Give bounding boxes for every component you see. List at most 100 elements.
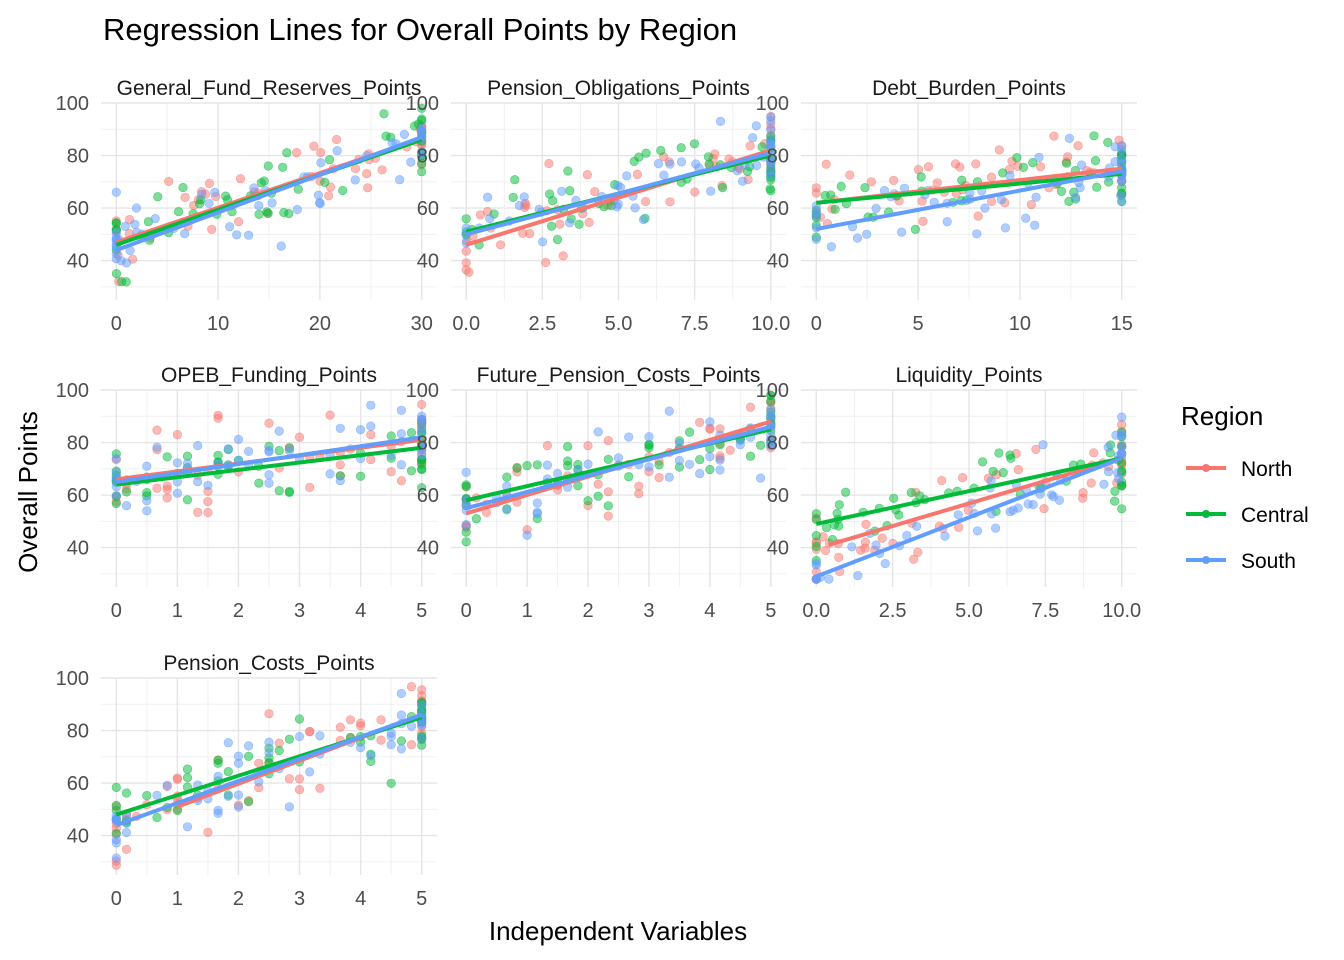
data-point-north — [654, 473, 664, 483]
data-point-north — [264, 709, 274, 719]
x-tick-label: 4 — [355, 888, 366, 910]
data-point-south — [715, 455, 725, 465]
data-point-central — [988, 466, 998, 476]
data-point-south — [396, 688, 407, 699]
data-point-central — [396, 736, 407, 746]
data-point-south — [1103, 442, 1113, 452]
data-point-south — [264, 737, 274, 747]
data-point-south — [972, 526, 983, 536]
gridlines — [451, 389, 786, 587]
data-point-central — [178, 182, 188, 193]
data-point-south — [152, 442, 162, 452]
data-point-north — [955, 162, 965, 172]
data-point-south — [210, 187, 220, 197]
data-point-north — [923, 162, 934, 172]
x-tick-label: 7.5 — [681, 313, 709, 335]
data-point-south — [1103, 467, 1114, 477]
data-point-south — [664, 472, 674, 482]
data-point-central — [757, 142, 767, 152]
data-point-south — [1099, 479, 1109, 489]
data-point-central — [182, 764, 193, 774]
data-point-north — [207, 224, 217, 234]
data-point-central — [821, 522, 832, 533]
data-point-central — [386, 431, 396, 441]
data-point-central — [263, 208, 273, 218]
data-point-north — [525, 229, 535, 239]
data-point-north — [584, 217, 594, 227]
data-point-central — [811, 541, 821, 552]
data-point-central — [274, 486, 284, 496]
data-point-south — [630, 203, 640, 213]
data-point-south — [583, 459, 593, 469]
data-point-south — [120, 221, 130, 231]
data-point-south — [980, 203, 990, 213]
data-point-south — [111, 853, 121, 863]
data-point-south — [396, 744, 407, 754]
data-point-south — [254, 201, 264, 211]
data-point-south — [244, 230, 254, 240]
data-point-north — [821, 159, 831, 169]
y-tick-label: 80 — [767, 146, 789, 168]
x-tick-label: 2 — [233, 888, 244, 910]
data-point-north — [634, 481, 644, 491]
data-point-south — [1112, 468, 1123, 478]
data-point-north — [820, 545, 831, 556]
data-point-central — [417, 115, 427, 126]
data-point-central — [689, 139, 700, 149]
data-point-north — [1031, 444, 1041, 455]
x-tick-label: 7.5 — [1031, 600, 1059, 622]
data-point-north — [309, 141, 319, 151]
x-tick-label: 10.0 — [751, 313, 790, 335]
data-point-south — [274, 426, 284, 436]
data-point-central — [624, 472, 634, 482]
data-point-central — [603, 454, 613, 464]
x-tick-label: 0.0 — [802, 600, 830, 622]
data-point-south — [522, 530, 532, 540]
data-point-south — [233, 751, 244, 761]
data-point-central — [745, 451, 756, 461]
data-point-central — [1092, 182, 1102, 192]
data-point-central — [417, 103, 427, 113]
data-point-south — [942, 217, 952, 227]
data-point-north — [406, 740, 417, 750]
data-point-north — [294, 784, 305, 795]
x-tick-label: 10.0 — [1102, 600, 1141, 622]
data-point-south — [182, 822, 193, 832]
data-point-south — [193, 441, 203, 451]
y-tick-label: 40 — [417, 538, 439, 560]
x-tick-label: 2.5 — [879, 600, 907, 622]
data-point-central — [998, 468, 1008, 478]
x-tick-label: 3 — [294, 888, 305, 910]
panel-pension-costs-points: Pension_Costs_Points 40 60 80 100 0 1 2 3 4 5 — [56, 652, 437, 910]
data-point-south — [811, 558, 821, 568]
data-point-central — [213, 758, 223, 768]
data-point-south — [1117, 158, 1127, 168]
data-point-north — [582, 170, 593, 180]
data-point-south — [1070, 192, 1080, 202]
data-point-south — [417, 149, 427, 160]
data-point-north — [558, 251, 568, 261]
data-point-south — [356, 425, 366, 435]
y-tick-label: 60 — [67, 773, 89, 795]
x-tick-label: 0 — [811, 313, 822, 335]
data-point-north — [957, 473, 968, 483]
data-point-north — [152, 425, 162, 435]
data-point-north — [665, 197, 675, 207]
data-point-central — [684, 427, 695, 437]
data-point-north — [376, 735, 386, 745]
x-tick-label: 1 — [172, 600, 183, 622]
y-tick-label: 60 — [767, 198, 789, 220]
data-point-south — [284, 802, 295, 812]
data-point-central — [406, 428, 417, 438]
data-point-central — [293, 184, 303, 194]
data-point-south — [366, 400, 376, 410]
data-point-central — [121, 487, 132, 497]
strip-label: Future_Pension_Costs_Points — [477, 364, 761, 387]
regression-line-south — [115, 712, 423, 827]
data-point-south — [852, 233, 863, 243]
data-point-south — [193, 477, 203, 487]
data-point-south — [244, 741, 254, 751]
data-point-north — [203, 507, 213, 518]
data-point-south — [532, 508, 542, 519]
data-point-south — [665, 159, 675, 169]
